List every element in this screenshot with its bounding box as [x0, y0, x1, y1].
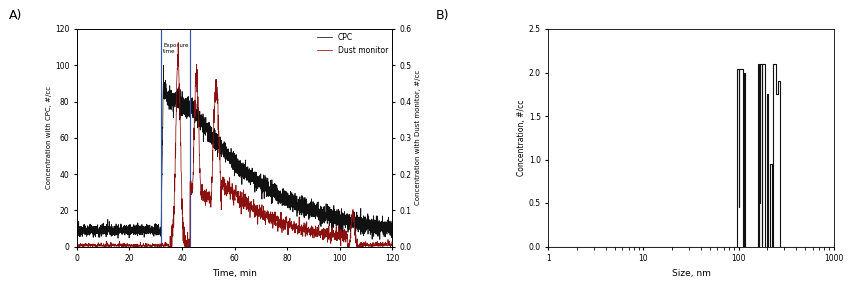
Line: Dust monitor: Dust monitor — [77, 43, 392, 246]
CPC — [374, 238, 385, 241]
CPC — [204, 133, 215, 137]
X-axis label: Size, nm: Size, nm — [671, 269, 711, 278]
CPC — [387, 223, 398, 226]
Legend: CPC, Dust monitor: CPC, Dust monitor — [316, 33, 388, 55]
Dust monitor — [72, 243, 82, 246]
Y-axis label: Concentration, #/cc: Concentration, #/cc — [516, 99, 526, 176]
X-axis label: Time, min: Time, min — [212, 269, 257, 278]
CPC — [301, 204, 311, 207]
Y-axis label: Concentration with CPC, #/cc: Concentration with CPC, #/cc — [46, 86, 52, 189]
Text: B): B) — [436, 9, 450, 22]
Dust monitor — [88, 242, 98, 246]
CPC — [207, 131, 217, 134]
CPC — [362, 218, 372, 222]
CPC — [221, 153, 232, 157]
Dust monitor — [226, 194, 236, 197]
Dust monitor — [217, 182, 227, 186]
Y-axis label: Concentration with Dust monitor, #/cc: Concentration with Dust monitor, #/cc — [415, 70, 421, 205]
CPC — [72, 229, 82, 233]
CPC — [158, 64, 168, 67]
Dust monitor — [387, 243, 398, 246]
Dust monitor — [378, 244, 388, 248]
Text: A): A) — [9, 9, 22, 22]
Text: Exposure
time: Exposure time — [163, 44, 188, 54]
CPC — [378, 225, 388, 229]
Line: CPC: CPC — [77, 65, 392, 240]
Dust monitor — [173, 41, 183, 44]
Dust monitor — [378, 243, 388, 246]
Dust monitor — [321, 233, 331, 237]
Dust monitor — [164, 245, 174, 248]
